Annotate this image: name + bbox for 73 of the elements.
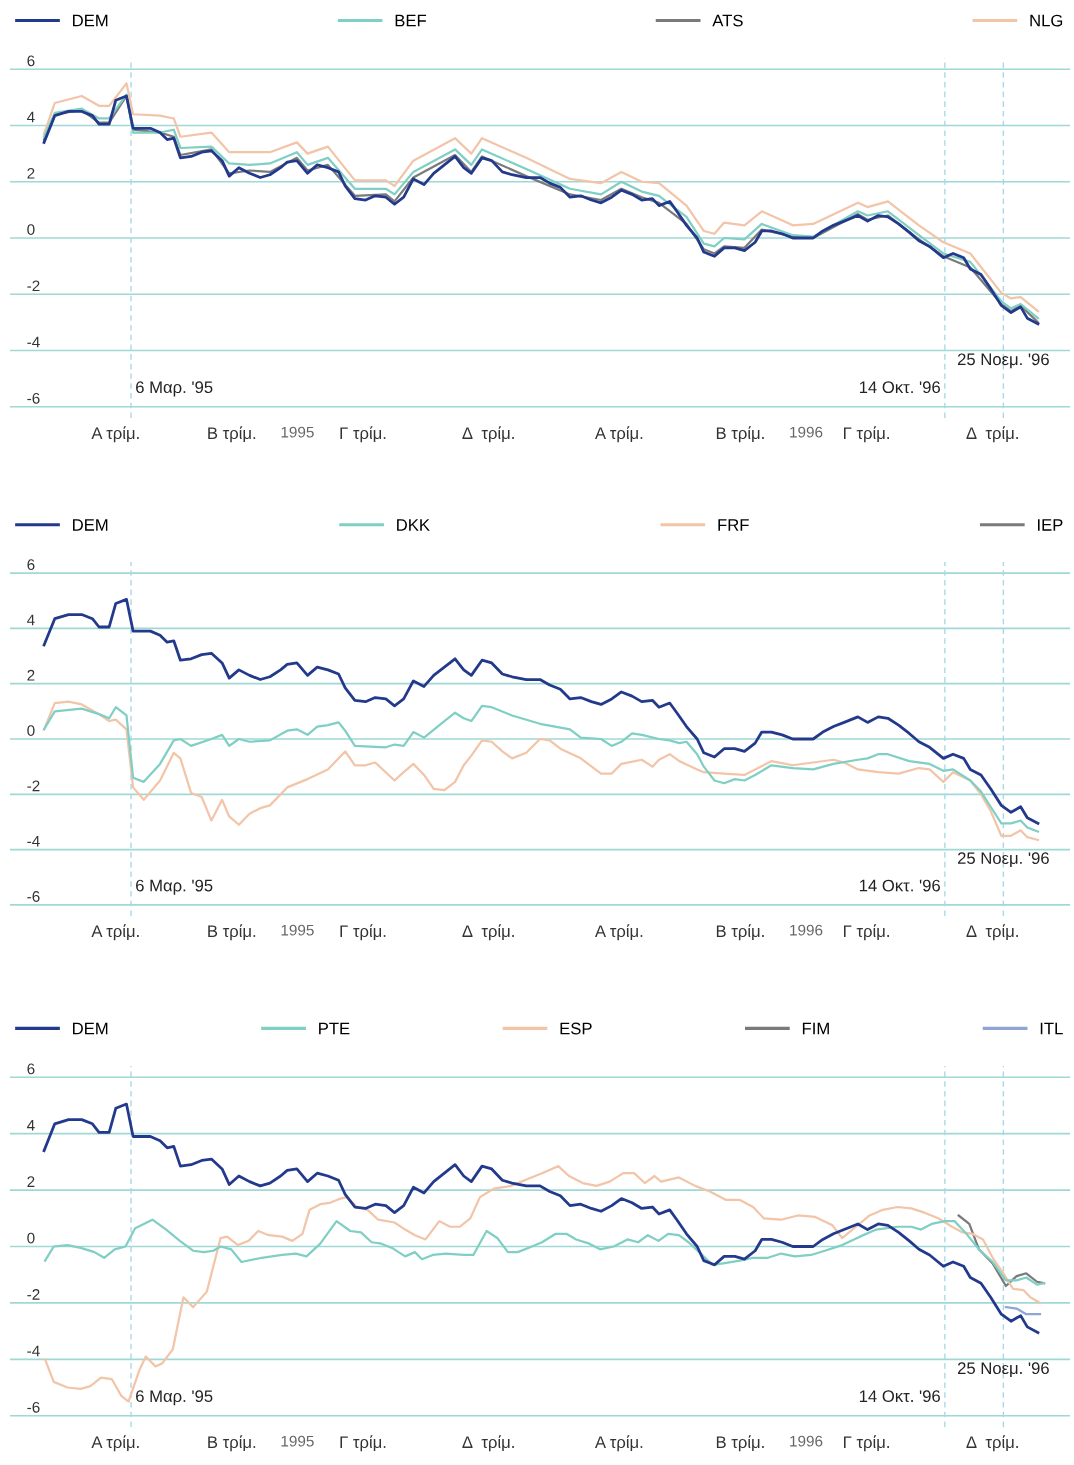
ref-line-label: 25 Νοεμ. '96 bbox=[957, 353, 1049, 369]
y-tick-label: 2 bbox=[27, 1176, 35, 1187]
y-tick-label: 2 bbox=[27, 167, 35, 179]
x-tick-label: Β τρίμ. bbox=[716, 924, 764, 941]
legend-label: ATS bbox=[712, 14, 743, 27]
x-tick-label: Α τρίμ. bbox=[594, 426, 643, 443]
x-tick-label: 1996 bbox=[790, 426, 823, 438]
y-tick-label: 0 bbox=[27, 224, 35, 235]
x-tick-label: Δ τρίμ. bbox=[462, 426, 514, 443]
ref-line-label: 25 Νοεμ. '96 bbox=[957, 1362, 1049, 1378]
legend-label: DKK bbox=[397, 519, 430, 531]
x-tick-label: Γ τρίμ. bbox=[340, 924, 386, 941]
legend-label: DEM bbox=[73, 1022, 108, 1035]
y-tick-label: 6 bbox=[27, 55, 35, 67]
x-tick-label: Δ τρίμ. bbox=[966, 426, 1018, 443]
y-tick-label: -2 bbox=[27, 1289, 40, 1300]
y-tick-label: 4 bbox=[27, 111, 35, 123]
x-tick-label: 1996 bbox=[790, 1435, 823, 1447]
y-tick-label: 4 bbox=[27, 1120, 35, 1131]
x-tick-label: Α τρίμ. bbox=[91, 924, 139, 941]
ref-line-label: 14 Οκτ. '96 bbox=[859, 879, 940, 892]
x-tick-label: Β τρίμ. bbox=[716, 426, 764, 443]
y-tick-label: -4 bbox=[27, 336, 40, 348]
y-tick-label: -6 bbox=[27, 1401, 40, 1413]
y-tick-label: 2 bbox=[27, 669, 35, 681]
ref-line-label: 25 Νοεμ. '96 bbox=[957, 852, 1049, 868]
y-tick-label: -4 bbox=[27, 835, 40, 847]
x-tick-label: Α τρίμ. bbox=[91, 1435, 139, 1452]
y-tick-label: 0 bbox=[27, 1232, 35, 1244]
ref-line-label: 6 Μαρ. '95 bbox=[136, 1390, 213, 1406]
ref-line-label: 6 Μαρ. '95 bbox=[136, 381, 213, 397]
x-tick-label: Α τρίμ. bbox=[594, 1435, 643, 1452]
x-tick-label: 1995 bbox=[281, 924, 314, 936]
x-tick-label: 1995 bbox=[281, 426, 314, 438]
legend-label: DEM bbox=[73, 14, 108, 27]
y-tick-label: 6 bbox=[27, 559, 35, 571]
x-tick-label: Β τρίμ. bbox=[208, 1435, 256, 1452]
y-tick-label: -6 bbox=[27, 891, 40, 902]
y-tick-label: -6 bbox=[27, 392, 40, 404]
x-tick-label: Γ τρίμ. bbox=[844, 924, 889, 941]
legend-label: IEP bbox=[1038, 519, 1063, 531]
x-tick-label: Δ τρίμ. bbox=[462, 924, 514, 941]
x-tick-label: Δ τρίμ. bbox=[966, 924, 1018, 941]
ref-line-label: 14 Οκτ. '96 bbox=[859, 1390, 940, 1403]
legend-label: BEF bbox=[395, 14, 427, 27]
x-tick-label: Δ τρίμ. bbox=[966, 1435, 1018, 1452]
x-tick-label: Β τρίμ. bbox=[208, 924, 256, 941]
x-tick-label: Γ τρίμ. bbox=[340, 1435, 386, 1452]
legend-label: FIM bbox=[802, 1022, 829, 1035]
x-tick-label: Γ τρίμ. bbox=[844, 1435, 889, 1452]
x-tick-label: Γ τρίμ. bbox=[340, 426, 386, 443]
ref-line-label: 14 Οκτ. '96 bbox=[859, 381, 940, 394]
x-tick-label: Δ τρίμ. bbox=[462, 1435, 514, 1452]
legend-label: NLG bbox=[1030, 14, 1063, 27]
legend-label: PTE bbox=[319, 1022, 350, 1035]
x-tick-label: 1996 bbox=[790, 924, 823, 936]
x-tick-label: Γ τρίμ. bbox=[844, 426, 889, 443]
legend-label: ESP bbox=[560, 1022, 592, 1035]
x-tick-label: Α τρίμ. bbox=[594, 924, 643, 941]
legend-label: DEM bbox=[73, 519, 108, 531]
y-tick-label: 6 bbox=[27, 1063, 35, 1075]
x-tick-label: 1995 bbox=[281, 1435, 314, 1447]
x-tick-label: Α τρίμ. bbox=[91, 426, 139, 443]
x-tick-label: Β τρίμ. bbox=[208, 426, 256, 443]
y-tick-label: 4 bbox=[27, 614, 35, 626]
y-tick-label: -4 bbox=[27, 1345, 40, 1357]
ref-line-label: 6 Μαρ. '95 bbox=[136, 879, 213, 895]
y-tick-label: -2 bbox=[27, 780, 40, 792]
x-tick-label: Β τρίμ. bbox=[716, 1435, 764, 1452]
y-tick-label: -2 bbox=[27, 280, 40, 292]
legend-label: FRF bbox=[718, 519, 749, 531]
y-tick-label: 0 bbox=[27, 725, 35, 736]
legend-label: ITL bbox=[1040, 1022, 1063, 1035]
